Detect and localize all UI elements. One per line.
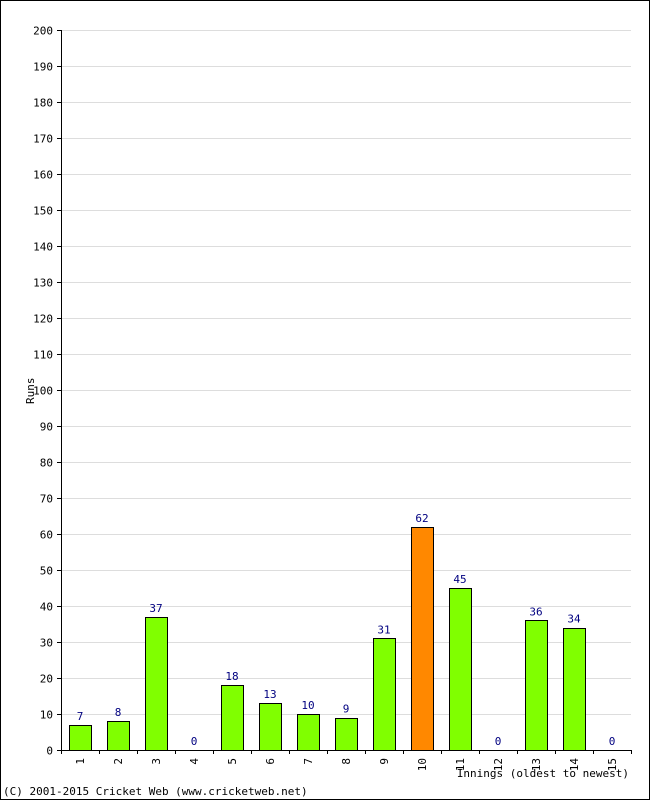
x-tick-label: 1 — [74, 758, 87, 765]
bar — [297, 714, 320, 751]
bar — [69, 725, 92, 751]
y-tick-label: 70 — [40, 493, 53, 506]
y-tick-label: 170 — [33, 133, 53, 146]
x-tick-label: 11 — [454, 758, 467, 771]
x-tick-label: 15 — [606, 758, 619, 771]
y-tick-label: 20 — [40, 673, 53, 686]
data-label: 10 — [301, 699, 314, 712]
x-tick-label: 2 — [112, 758, 125, 765]
bar — [259, 703, 282, 751]
x-tick-label: 14 — [568, 758, 581, 772]
x-axis-ticks: 1 2 3 4 5 6 7 8 9 10 11 12 13 14 15 — [74, 750, 632, 771]
x-tick-label: 13 — [530, 758, 543, 771]
x-tick-label: 8 — [340, 758, 353, 765]
data-labels: 7 8 37 0 18 13 10 9 31 62 45 0 36 34 0 — [77, 512, 616, 748]
data-label: 18 — [225, 670, 238, 683]
data-label: 0 — [609, 735, 616, 748]
data-label: 9 — [343, 703, 350, 716]
y-axis-ticks: 0 10 20 30 40 50 60 70 80 90 100 110 120 130 140 150 160… — [33, 25, 61, 758]
data-label: 62 — [415, 512, 428, 525]
y-axis-title: Runs — [24, 378, 37, 405]
bar — [107, 721, 130, 751]
y-tick-label: 150 — [33, 205, 53, 218]
y-tick-label: 60 — [40, 529, 53, 542]
data-label: 34 — [567, 613, 581, 626]
y-tick-label: 190 — [33, 61, 53, 74]
x-axis-title: Innings (oldest to newest) — [457, 767, 629, 780]
y-tick-label: 30 — [40, 637, 53, 650]
grid-lines — [61, 30, 631, 715]
data-label: 0 — [191, 735, 198, 748]
y-tick-label: 130 — [33, 277, 53, 290]
copyright-footer: (C) 2001-2015 Cricket Web (www.cricketwe… — [3, 785, 308, 798]
data-label: 8 — [115, 706, 122, 719]
y-tick-label: 200 — [33, 25, 53, 38]
x-tick-label: 4 — [188, 758, 201, 765]
y-tick-label: 10 — [40, 709, 53, 722]
x-tick-label: 6 — [264, 758, 277, 765]
y-tick-label: 80 — [40, 457, 53, 470]
y-tick-label: 50 — [40, 565, 53, 578]
y-tick-label: 0 — [46, 745, 53, 758]
data-label: 13 — [263, 688, 276, 701]
data-label: 0 — [495, 735, 502, 748]
data-label: 31 — [377, 623, 390, 636]
y-tick-label: 120 — [33, 313, 53, 326]
data-label: 7 — [77, 710, 84, 723]
x-tick-label: 9 — [378, 758, 391, 765]
x-tick-label: 3 — [150, 758, 163, 765]
y-tick-label: 180 — [33, 97, 53, 110]
data-label: 37 — [149, 602, 162, 615]
y-tick-label: 40 — [40, 601, 53, 614]
data-label: 36 — [529, 605, 542, 618]
x-tick-label: 7 — [302, 758, 315, 765]
y-tick-label: 100 — [33, 385, 53, 398]
y-tick-label: 140 — [33, 241, 53, 254]
bars — [69, 527, 586, 751]
bar — [525, 620, 548, 751]
y-tick-label: 90 — [40, 421, 53, 434]
bar — [221, 685, 244, 751]
y-tick-label: 110 — [33, 349, 53, 362]
bar — [335, 718, 358, 751]
data-label: 45 — [453, 573, 466, 586]
bar — [373, 638, 396, 751]
bar — [449, 588, 472, 751]
y-tick-label: 160 — [33, 169, 53, 182]
bar — [411, 527, 434, 751]
x-tick-label: 10 — [416, 758, 429, 771]
bar — [145, 617, 168, 751]
x-tick-label: 5 — [226, 758, 239, 765]
x-tick-label: 12 — [492, 758, 505, 771]
bar — [563, 628, 586, 751]
